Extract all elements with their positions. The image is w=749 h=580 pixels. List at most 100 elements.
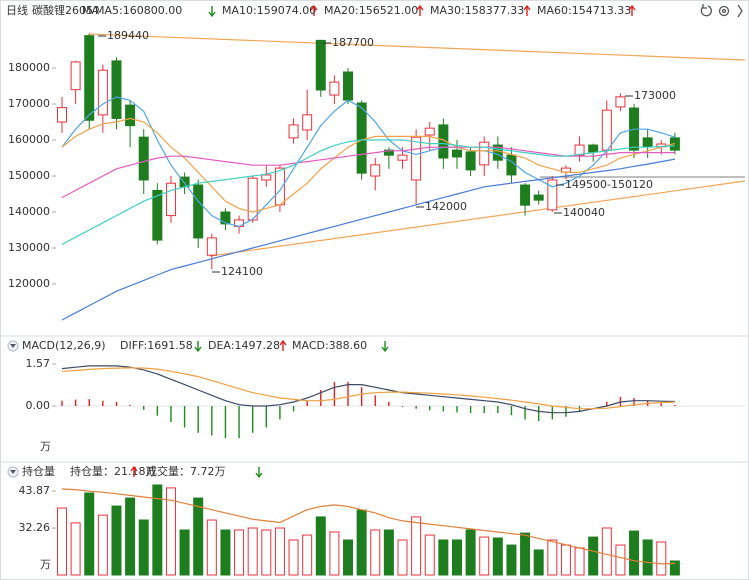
volume-bar	[383, 529, 394, 576]
volume-bar	[206, 519, 217, 576]
candle-body	[125, 104, 136, 127]
arrow-down	[208, 6, 216, 18]
series-line	[61, 96, 676, 228]
volume-bar	[329, 531, 340, 576]
candle-body	[70, 61, 81, 91]
trendline	[209, 180, 746, 257]
candle-body	[288, 124, 299, 139]
candle-body	[220, 211, 231, 225]
volume-bar	[588, 536, 599, 576]
candle-body	[465, 151, 476, 171]
arrow-up	[628, 4, 636, 16]
legend-entry: MACD:388.60	[292, 339, 367, 352]
candle-body	[397, 154, 408, 161]
volume-bar	[629, 530, 640, 576]
series-line	[61, 367, 675, 410]
volume-bar	[492, 537, 503, 576]
reset-icon[interactable]	[700, 4, 712, 17]
volume-bar	[111, 505, 122, 576]
legend-entry: DIFF:1691.58	[120, 339, 193, 352]
legend-entry: 持仓量：21.18万	[70, 464, 157, 478]
y-tick-label: 1.57	[26, 357, 51, 370]
volume-bar	[424, 534, 435, 576]
volume-bar	[397, 539, 408, 576]
volume-bar	[615, 544, 626, 576]
legend-entry: 成交量：7.72万	[146, 464, 226, 478]
legend-entry: DEA:1497.28	[208, 339, 280, 352]
volume-bar	[465, 529, 476, 576]
volume-bar	[193, 497, 204, 576]
legend-entry: MA10:159074.00	[222, 4, 316, 17]
volume-bar	[370, 529, 381, 576]
candle-body	[506, 154, 517, 176]
series-line	[61, 158, 676, 321]
candle-body	[356, 102, 367, 174]
toolbar-icons[interactable]	[700, 4, 743, 18]
arrow-down	[255, 467, 263, 479]
volume-bar	[152, 484, 163, 576]
y-tick-label: 150000	[8, 169, 50, 182]
y-tick-label: 160000	[8, 133, 50, 146]
candle-body	[533, 194, 544, 201]
y-tick-label: 120000	[8, 277, 50, 290]
volume-bar	[356, 509, 367, 576]
volume-bar	[57, 507, 67, 576]
volume-bar	[479, 536, 490, 576]
candle-body	[642, 137, 653, 148]
volume-bar	[179, 529, 190, 576]
volume-bar	[669, 560, 680, 576]
volume-bar	[84, 492, 95, 576]
collapse-icon[interactable]	[737, 4, 743, 18]
annotation: 124100	[221, 265, 263, 278]
volume-bar	[520, 532, 531, 576]
volume-bar	[234, 529, 245, 576]
candle-body	[329, 81, 340, 96]
annotation: 140040	[563, 206, 605, 219]
symbol: 碳酸锂2605	[32, 3, 93, 17]
candle-body	[451, 149, 462, 158]
legend-entry: MA20:156521.00	[324, 4, 418, 17]
candle-body	[479, 141, 490, 166]
arrow-down	[194, 341, 202, 353]
volume-bar	[574, 547, 585, 576]
candle-body	[383, 149, 394, 156]
volume-bar	[261, 529, 272, 576]
arrow-up	[416, 4, 424, 16]
candle-body	[84, 35, 95, 121]
legend-entry: MA5:160800.00	[95, 4, 182, 17]
volume-bar	[315, 516, 326, 576]
series-line	[61, 488, 675, 565]
series-line	[61, 365, 675, 414]
volume-bar	[247, 527, 258, 576]
y-tick-label: 0.00	[26, 399, 51, 412]
macd-title: MACD(12,26,9)	[22, 339, 106, 352]
candle-body	[424, 127, 435, 136]
candle-body	[247, 177, 258, 221]
candle-body	[302, 114, 313, 131]
volume-bar	[411, 516, 422, 576]
period[interactable]: 日线	[6, 3, 28, 17]
volume-bar	[274, 527, 285, 576]
candle-body	[165, 182, 176, 217]
volume-bar	[125, 497, 136, 576]
unit-label: 万	[40, 558, 51, 571]
arrow-up	[523, 4, 531, 16]
candle-body	[111, 60, 122, 119]
arrow-down	[381, 341, 389, 353]
y-tick-label: 32.26	[19, 521, 51, 534]
series-line	[61, 139, 675, 245]
volume-title: 持仓量	[22, 464, 55, 478]
annotation: 173000	[634, 89, 676, 102]
series-line	[61, 146, 675, 199]
candle-body	[57, 107, 67, 123]
candle-body	[574, 144, 585, 156]
volume-bar	[288, 539, 299, 576]
candle-body	[152, 189, 163, 241]
annotation: 187700	[332, 36, 374, 49]
settings-icon[interactable]	[718, 5, 730, 17]
candle-body	[97, 69, 108, 116]
candle-body	[615, 96, 626, 108]
candle-body	[601, 109, 612, 151]
candle-body	[370, 164, 381, 177]
